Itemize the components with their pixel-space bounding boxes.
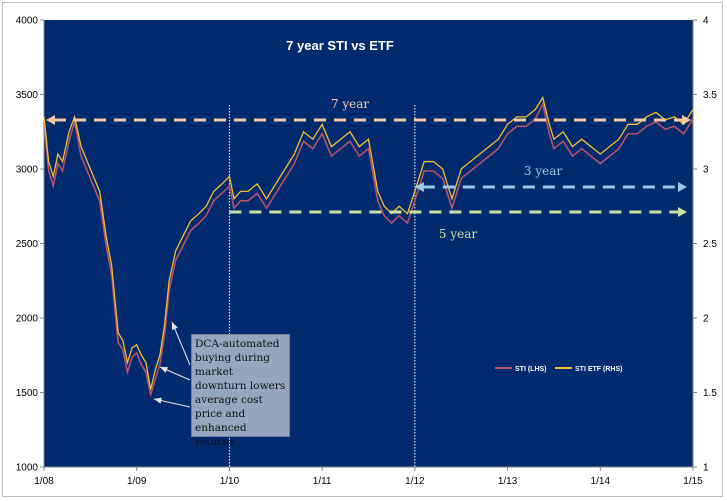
y-left-tick-label: 3500 (16, 90, 39, 101)
x-tick-label: 1/14 (591, 476, 611, 487)
dca-callout: DCA-automated buying during market downt… (191, 334, 290, 448)
y-left-tick-label: 1500 (16, 388, 39, 399)
y-right-tick-label: 4 (703, 16, 709, 27)
y-right-tick-label: 2.5 (703, 239, 717, 250)
seven-year-arrow-arrowhead (682, 115, 691, 125)
five-year-label: 5 year (439, 227, 477, 241)
three-year-arrow-arrowhead (678, 182, 687, 192)
x-tick-label: 1/12 (405, 476, 425, 487)
y-right-tick-label: 3 (703, 165, 709, 176)
x-tick-label: 1/11 (313, 476, 332, 487)
y-left-tick-label: 4000 (16, 16, 39, 27)
y-right-tick-label: 3.5 (703, 90, 717, 101)
y-left-tick-label: 2000 (16, 314, 39, 325)
y-left-tick-label: 3000 (16, 165, 39, 176)
series-line-sti (43, 101, 694, 398)
chart-title: 7 year STI vs ETF (286, 38, 394, 53)
three-year-label: 3 year (524, 164, 562, 178)
legend-label-sti: STI (LHS) (515, 366, 547, 373)
y-left-tick-label: 1000 (16, 463, 39, 474)
callout-arrowhead (160, 367, 168, 373)
series-line-sti-etf (43, 95, 694, 390)
seven-year-arrow-arrowhead (46, 115, 55, 125)
y-right-tick-label: 1 (703, 463, 709, 474)
x-tick-label: 1/08 (34, 476, 54, 487)
x-tick-label: 1/10 (220, 476, 240, 487)
five-year-arrow-arrowhead (678, 207, 687, 217)
callout-pointer (171, 321, 191, 366)
plot-area (44, 20, 693, 467)
y-left-tick-label: 2500 (16, 239, 39, 250)
legend-label-sti-etf: STI ETF (RHS) (575, 366, 622, 373)
y-right-tick-label: 1.5 (703, 388, 717, 399)
y-right-tick-label: 2 (703, 314, 709, 325)
seven-year-label: 7 year (331, 97, 369, 111)
chart-frame (2, 2, 723, 497)
callout-arrowhead (154, 397, 162, 404)
x-tick-label: 1/13 (498, 476, 518, 487)
x-tick-label: 1/09 (127, 476, 147, 487)
three-year-arrow-arrowhead (414, 182, 424, 192)
x-tick-label: 1/15 (683, 476, 703, 487)
callout-arrowhead (171, 322, 178, 330)
